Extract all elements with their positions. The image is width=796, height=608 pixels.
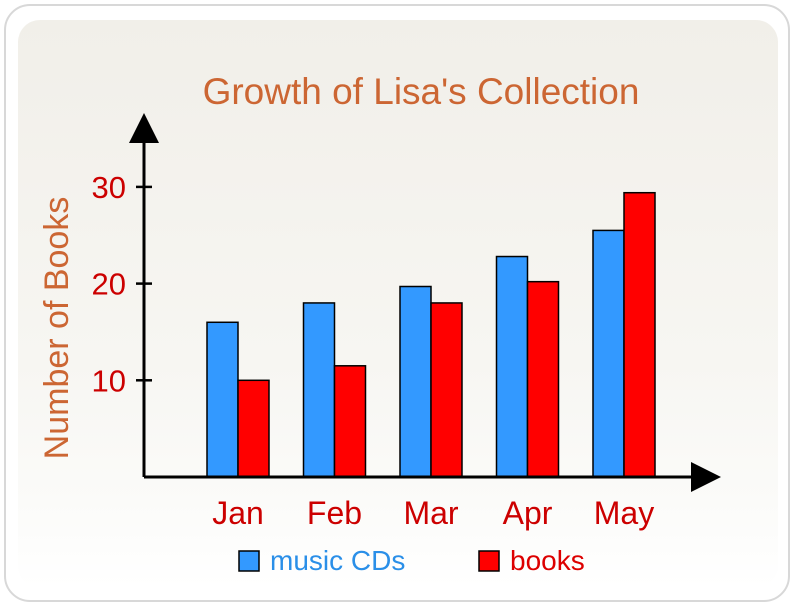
x-tick-label-feb: Feb — [307, 495, 362, 531]
bar-books-mar — [430, 302, 463, 478]
bar-books-may — [623, 191, 656, 478]
x-tick-label-apr: Apr — [503, 495, 553, 531]
legend-label-books: books — [510, 545, 585, 576]
bar-books-feb — [333, 365, 367, 478]
bar-music-cds-jan — [206, 321, 239, 478]
x-tick-label-jan: Jan — [212, 495, 264, 531]
x-tick-label-may: May — [594, 495, 654, 531]
legend-swatch-books — [478, 550, 500, 572]
bar-music-cds-mar — [399, 285, 432, 478]
legend-label-music-cds: music CDs — [270, 545, 405, 576]
bar-music-cds-apr — [495, 255, 529, 478]
bar-music-cds-may — [592, 229, 625, 478]
y-tick-label-30: 30 — [92, 170, 126, 205]
legend-swatch-music-cds — [238, 550, 260, 572]
x-tick-label-mar: Mar — [403, 495, 458, 531]
bar-books-apr — [526, 280, 560, 478]
bar-books-jan — [237, 379, 270, 478]
chart-title: Growth of Lisa's Collection — [203, 71, 640, 112]
y-ticks-group: 10 20 30 — [92, 170, 152, 398]
y-tick-label-10: 10 — [92, 363, 126, 398]
bars-group — [206, 191, 656, 478]
bar-music-cds-feb — [302, 302, 336, 478]
y-axis-label: Number of Books — [38, 197, 76, 460]
x-categories-group: Jan Feb Mar Apr May — [212, 495, 654, 531]
y-tick-label-20: 20 — [92, 267, 126, 302]
